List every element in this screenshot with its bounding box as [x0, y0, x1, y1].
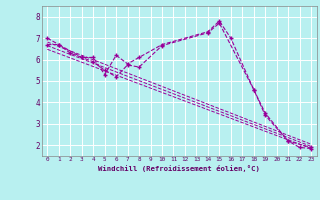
X-axis label: Windchill (Refroidissement éolien,°C): Windchill (Refroidissement éolien,°C): [98, 165, 260, 172]
